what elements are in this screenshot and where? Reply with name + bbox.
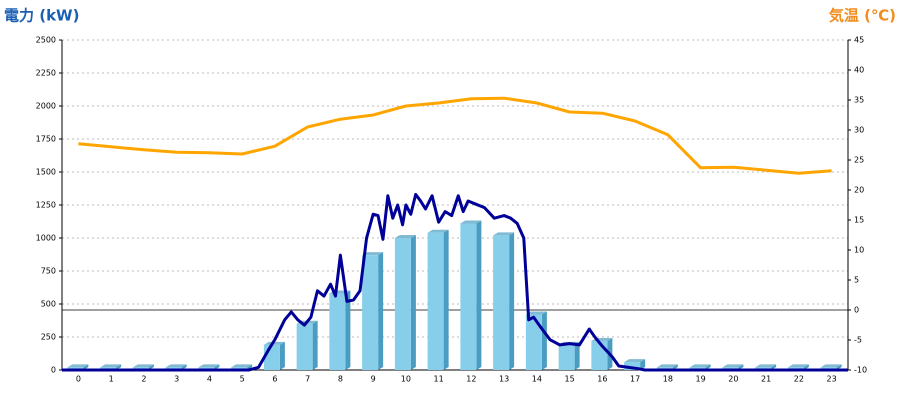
x-tick-label: 21 [761, 375, 771, 384]
bar [296, 323, 313, 370]
y2-tick-label: -10 [854, 366, 867, 375]
x-tick-label: 16 [597, 375, 607, 384]
x-tick-label: 20 [728, 375, 738, 384]
bar-side [312, 320, 318, 370]
bar-top [231, 364, 253, 368]
bar [394, 238, 411, 370]
y2-tick-label: 5 [854, 276, 859, 285]
y-tick-label: 2000 [36, 102, 56, 111]
y-tick-label: 750 [41, 267, 56, 276]
x-tick-label: 19 [696, 375, 706, 384]
bar [525, 314, 542, 370]
bar-top [263, 341, 285, 345]
y2-axis-title: 気温 (℃) [829, 7, 896, 25]
bar [329, 293, 346, 370]
bar-side [410, 235, 416, 370]
bar-top [132, 364, 154, 368]
bar-top [722, 364, 744, 368]
bar-top [755, 364, 777, 368]
x-tick-label: 4 [207, 375, 212, 384]
bar [493, 235, 510, 370]
bar-side [509, 232, 515, 370]
bar [263, 344, 280, 370]
y2-tick-label: 15 [854, 216, 864, 225]
y-tick-label: 500 [41, 300, 56, 309]
bar-side [574, 341, 580, 370]
y-tick-label: 2250 [36, 69, 56, 78]
x-tick-label: 1 [109, 375, 114, 384]
x-tick-label: 12 [466, 375, 476, 384]
x-tick-label: 14 [532, 375, 542, 384]
bar-top [427, 229, 449, 233]
y2-tick-label: 30 [854, 126, 864, 135]
x-tick-label: 23 [827, 375, 837, 384]
bar-side [443, 229, 449, 370]
y2-tick-label: 25 [854, 156, 864, 165]
bar [591, 340, 608, 370]
bar-top [689, 364, 711, 368]
line [78, 96, 832, 175]
bar-top [67, 364, 89, 368]
y2-tick-label: 20 [854, 186, 864, 195]
x-tick-label: 5 [240, 375, 245, 384]
bar-side [279, 341, 285, 370]
y-tick-label: 1500 [36, 168, 56, 177]
x-tick-label: 0 [76, 375, 81, 384]
bar-top [525, 311, 547, 315]
bar [362, 255, 379, 370]
bar [460, 223, 477, 370]
bar-top [460, 220, 482, 224]
bar-top [820, 364, 842, 368]
x-tick-label: 13 [499, 375, 509, 384]
bar-side [345, 290, 351, 370]
x-tick-label: 17 [630, 375, 640, 384]
y-tick-label: 1000 [36, 234, 56, 243]
bar-top [493, 232, 515, 236]
line [62, 192, 848, 372]
x-tick-label: 7 [305, 375, 310, 384]
bar-top [198, 364, 220, 368]
y2-tick-label: 10 [854, 246, 864, 255]
x-tick-label: 9 [371, 375, 376, 384]
y-tick-label: 1750 [36, 135, 56, 144]
x-tick-label: 22 [794, 375, 804, 384]
bar-top [100, 364, 122, 368]
y2-tick-label: 0 [854, 306, 859, 315]
x-tick-label: 11 [434, 375, 444, 384]
x-tick-label: 2 [141, 375, 146, 384]
y2-tick-label: 45 [854, 36, 864, 45]
bar-top [394, 235, 416, 238]
y2-tick-label: -5 [854, 336, 862, 345]
bar-side [541, 311, 547, 370]
bar-top [656, 364, 678, 368]
bar-top [165, 364, 187, 368]
y2-tick-label: 35 [854, 96, 864, 105]
x-tick-label: 8 [338, 375, 343, 384]
bar-side [378, 252, 384, 370]
bar [427, 232, 444, 370]
x-tick-label: 18 [663, 375, 673, 384]
y-tick-label: 2500 [36, 36, 56, 45]
bar-side [476, 220, 482, 370]
x-tick-label: 6 [272, 375, 277, 384]
x-tick-label: 10 [401, 375, 411, 384]
bar-top [624, 359, 646, 363]
x-tick-label: 15 [565, 375, 575, 384]
y-axis-title: 電力 (kW) [4, 7, 79, 25]
x-tick-label: 3 [174, 375, 179, 384]
bar-top [362, 252, 384, 256]
bar [624, 362, 641, 370]
y2-tick-label: 40 [854, 66, 864, 75]
bar-top [787, 364, 809, 368]
y-tick-label: 1250 [36, 201, 56, 210]
y-tick-label: 250 [41, 333, 56, 342]
y-tick-label: 0 [51, 366, 56, 375]
bar-side [640, 359, 646, 370]
bar [558, 344, 575, 370]
